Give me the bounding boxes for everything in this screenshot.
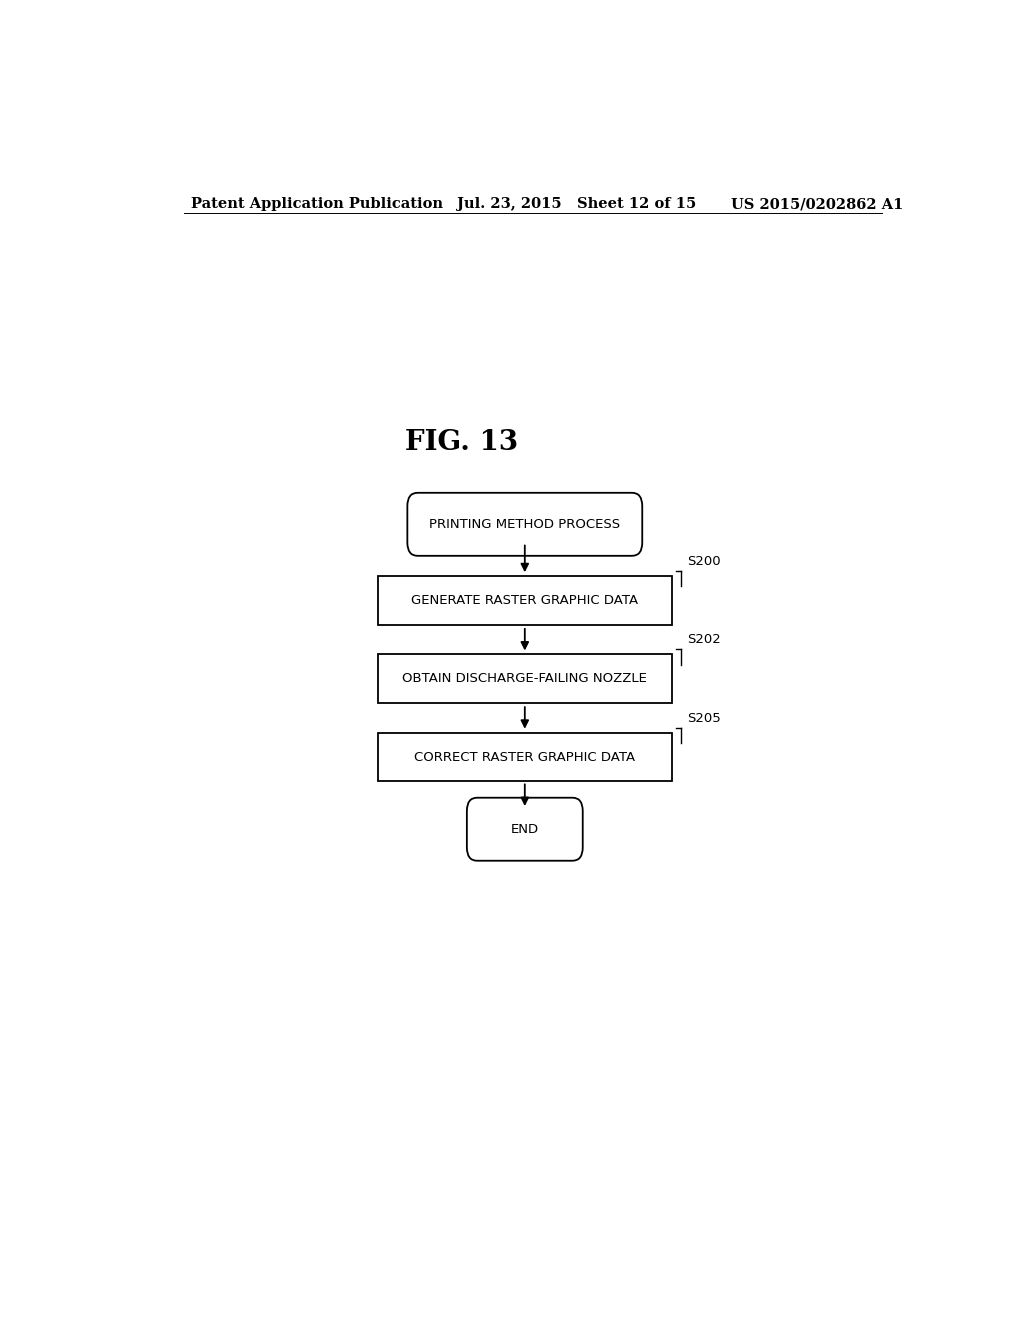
- Text: S205: S205: [687, 711, 721, 725]
- Text: S200: S200: [687, 554, 721, 568]
- FancyBboxPatch shape: [408, 492, 642, 556]
- Text: Patent Application Publication: Patent Application Publication: [191, 197, 443, 211]
- Text: S202: S202: [687, 634, 721, 647]
- Text: OBTAIN DISCHARGE-FAILING NOZZLE: OBTAIN DISCHARGE-FAILING NOZZLE: [402, 672, 647, 685]
- Text: END: END: [511, 822, 539, 836]
- FancyBboxPatch shape: [467, 797, 583, 861]
- FancyBboxPatch shape: [378, 733, 672, 781]
- Text: Jul. 23, 2015   Sheet 12 of 15: Jul. 23, 2015 Sheet 12 of 15: [458, 197, 696, 211]
- FancyBboxPatch shape: [378, 655, 672, 704]
- Text: GENERATE RASTER GRAPHIC DATA: GENERATE RASTER GRAPHIC DATA: [412, 594, 638, 607]
- Text: FIG. 13: FIG. 13: [404, 429, 518, 457]
- Text: PRINTING METHOD PROCESS: PRINTING METHOD PROCESS: [429, 517, 621, 531]
- Text: US 2015/0202862 A1: US 2015/0202862 A1: [731, 197, 903, 211]
- FancyBboxPatch shape: [378, 576, 672, 624]
- Text: CORRECT RASTER GRAPHIC DATA: CORRECT RASTER GRAPHIC DATA: [415, 751, 635, 763]
